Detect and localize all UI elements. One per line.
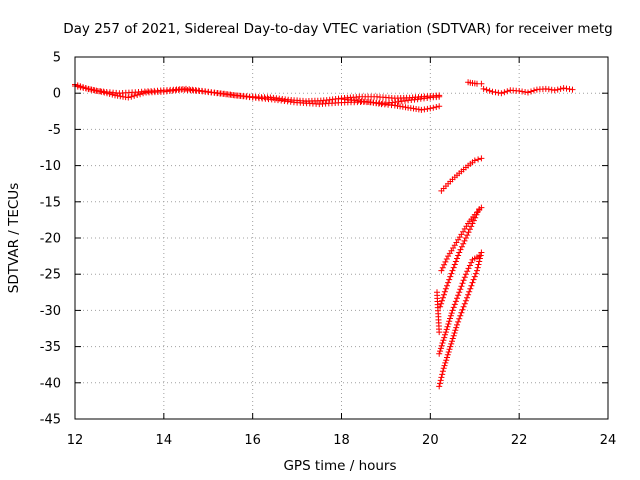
data-point-marks: [480, 85, 576, 97]
x-tick-label: 22: [511, 433, 528, 448]
y-tick-label: -10: [40, 159, 61, 174]
x-tick-label: 24: [600, 433, 617, 448]
data-points: [72, 79, 576, 390]
data-point-marks: [436, 253, 483, 357]
x-tick-label: 18: [333, 433, 350, 448]
data-point-marks: [72, 83, 443, 108]
axis-ticks: 12 14 16 18 20 22 24 5 0 -5 -10 -15 -20 -25 -30 -35 -40 -…: [40, 51, 617, 449]
y-tick-label: 5: [53, 51, 61, 66]
x-tick-label: 20: [422, 433, 439, 448]
chart-title: Day 257 of 2021, Sidereal Day-to-day VTE…: [63, 21, 613, 37]
data-point-marks: [434, 289, 443, 336]
x-tick-label: 12: [67, 433, 84, 448]
x-tick-label: 14: [156, 433, 173, 448]
data-point-marks: [436, 249, 485, 390]
y-axis-label: SDTVAR / TECUs: [6, 183, 22, 293]
y-tick-label: -25: [40, 268, 61, 283]
y-tick-label: -20: [40, 232, 61, 247]
data-point-marks: [338, 96, 443, 113]
y-tick-label: -15: [40, 195, 61, 210]
data-point-marks: [465, 79, 485, 87]
data-point-marks: [437, 206, 483, 310]
x-axis-label: GPS time / hours: [283, 458, 396, 474]
plot-frame: [74, 56, 609, 420]
y-tick-label: -30: [40, 304, 61, 319]
grid: [75, 57, 608, 419]
x-tick-label: 16: [244, 433, 261, 448]
data-point-marks: [438, 155, 485, 194]
y-tick-label: -35: [40, 340, 61, 355]
y-tick-label: -40: [40, 376, 61, 391]
y-tick-label: -5: [48, 123, 61, 138]
y-tick-label: -45: [40, 413, 61, 428]
y-tick-label: 0: [53, 87, 61, 102]
